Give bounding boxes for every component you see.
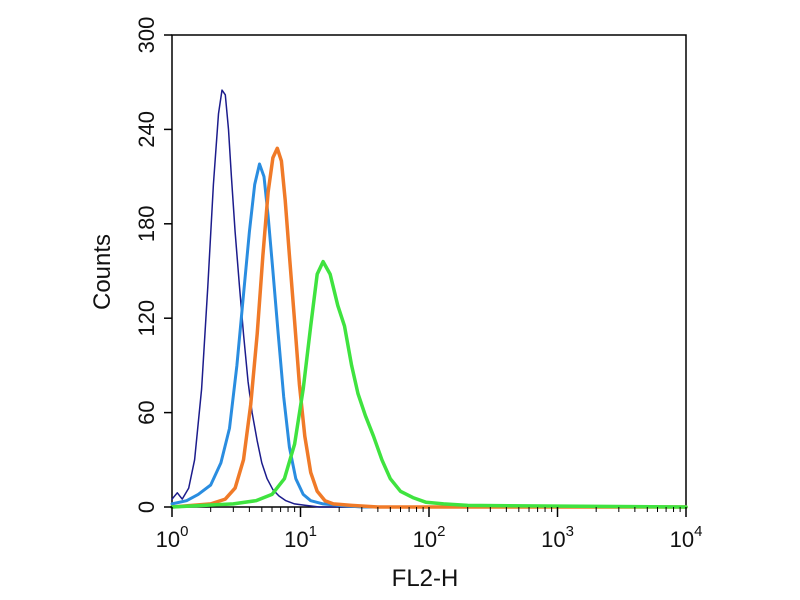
x-tick-label: 101 [284,523,317,552]
plot-frame [171,34,687,508]
y-tick-label: 240 [134,111,159,148]
x-tick-exponent: 3 [566,523,574,540]
x-tick-base: 10 [413,527,437,552]
series-line-1 [171,89,687,508]
series-line-3 [170,146,688,509]
x-axis-title: FL2-H [392,565,459,592]
x-tick-exponent: 4 [694,523,702,540]
x-tick-exponent: 2 [437,523,445,540]
x-tick-exponent: 1 [309,523,317,540]
x-tick-base: 10 [156,527,180,552]
x-tick-label: 104 [670,523,703,552]
x-tick-base: 10 [541,527,565,552]
y-tick-label: 120 [134,300,159,337]
x-tick-label: 103 [541,523,574,552]
y-axis-title: Counts [89,234,116,310]
series-line-2 [170,162,688,509]
x-tick-label: 102 [413,523,446,552]
y-tick-label: 300 [134,17,159,54]
x-tick-exponent: 0 [180,523,188,540]
x-tick-base: 10 [670,527,694,552]
y-tick-label: 60 [134,400,159,424]
series-line-4 [170,259,688,509]
x-tick-base: 10 [284,527,308,552]
x-tick-label: 100 [156,523,189,552]
y-tick-label: 180 [134,205,159,242]
series-layer [170,89,688,509]
y-tick-label: 0 [134,501,159,513]
